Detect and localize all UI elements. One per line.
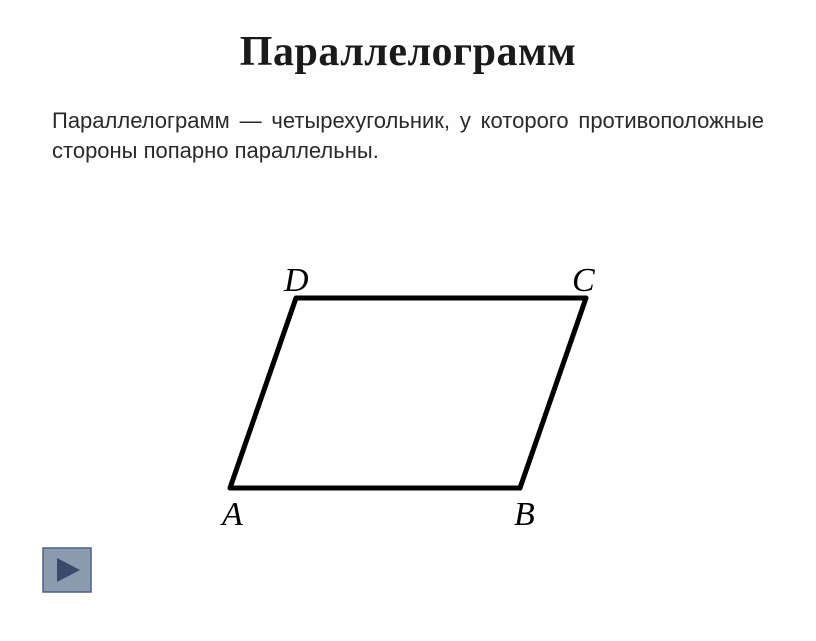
definition-text: Параллелограмм — четырехугольник, у кото… — [52, 106, 764, 165]
parallelogram-diagram: D C A B — [188, 243, 628, 533]
play-icon — [42, 547, 92, 593]
parallelogram-shape — [230, 298, 586, 488]
vertex-label-c: C — [572, 262, 595, 299]
vertex-label-a: A — [220, 496, 243, 533]
vertex-label-b: B — [514, 496, 535, 533]
page-title: Параллелограмм — [0, 28, 816, 76]
parallelogram-svg: D C A B — [188, 243, 628, 533]
vertex-label-d: D — [283, 262, 309, 299]
play-button[interactable] — [42, 547, 92, 593]
